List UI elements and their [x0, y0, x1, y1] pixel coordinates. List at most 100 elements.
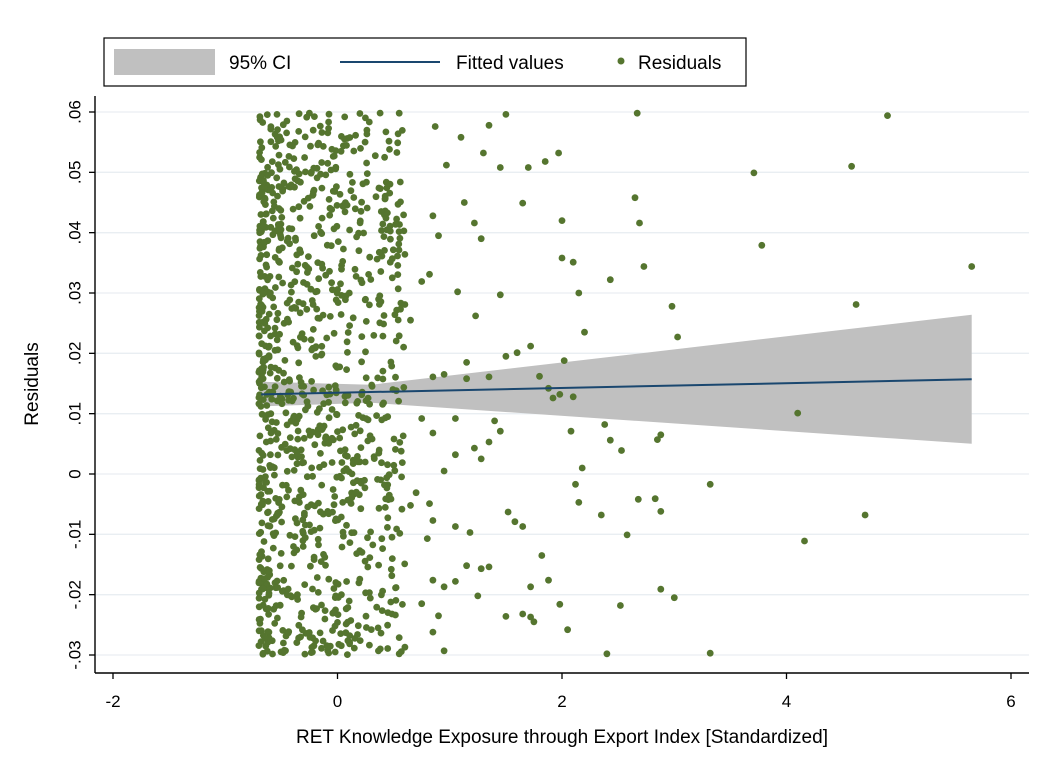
residual-point	[381, 504, 389, 511]
residual-point	[318, 129, 326, 136]
residual-point	[654, 436, 661, 443]
residual-point	[502, 352, 510, 360]
x-tick-label: 4	[782, 692, 791, 711]
residual-point	[273, 577, 281, 585]
residual-point	[272, 529, 280, 537]
residual-point	[289, 205, 297, 213]
residual-point	[384, 645, 392, 652]
residual-point	[388, 572, 396, 580]
residual-point	[350, 147, 358, 155]
residual-point	[362, 295, 369, 303]
residual-point	[396, 178, 404, 186]
residual-point	[358, 548, 366, 556]
residual-point	[443, 161, 450, 169]
residual-point	[384, 461, 391, 469]
residual-point	[318, 481, 326, 489]
residual-point	[386, 189, 394, 197]
residual-point	[383, 484, 391, 492]
residual-point	[369, 541, 377, 549]
residual-point	[429, 576, 437, 584]
residual-point	[527, 342, 534, 350]
residual-point	[321, 553, 329, 561]
residual-point	[315, 223, 322, 230]
residual-point	[389, 246, 397, 254]
residual-point	[363, 159, 370, 167]
residual-point	[471, 444, 478, 452]
residual-point	[259, 650, 267, 658]
residual-point	[294, 260, 302, 268]
residual-point	[273, 316, 281, 324]
residual-point	[351, 265, 359, 273]
residual-point	[289, 338, 297, 346]
residual-point	[341, 399, 349, 407]
residual-point	[340, 532, 347, 540]
residual-point	[384, 621, 391, 629]
residual-point	[367, 528, 374, 536]
residual-point	[358, 333, 366, 340]
residual-point	[309, 472, 316, 480]
residual-point	[496, 164, 504, 171]
residual-point	[572, 480, 579, 488]
residual-point	[297, 178, 304, 186]
residual-point	[379, 587, 386, 595]
residual-point	[271, 471, 278, 479]
residual-point	[342, 451, 349, 459]
residual-point	[560, 357, 568, 364]
residual-point	[275, 273, 283, 281]
residual-point	[346, 322, 353, 329]
residual-point	[299, 527, 307, 535]
residual-point	[330, 436, 337, 444]
residual-point	[388, 255, 396, 263]
residual-point	[264, 509, 271, 517]
residual-point	[341, 446, 349, 453]
residual-point	[362, 114, 369, 122]
residual-point	[280, 646, 288, 654]
residual-point	[360, 229, 367, 237]
residual-point	[558, 217, 566, 225]
residual-point	[362, 415, 370, 422]
residual-point	[299, 626, 306, 634]
residual-point	[275, 137, 282, 145]
residual-point	[333, 410, 340, 418]
residual-point	[555, 149, 562, 157]
residual-point	[477, 235, 485, 243]
residual-point	[388, 533, 396, 541]
residual-point	[575, 289, 583, 297]
residual-point	[257, 384, 265, 392]
residual-point	[318, 342, 326, 350]
residual-point	[267, 363, 275, 371]
residual-point	[502, 111, 510, 118]
residual-point	[260, 238, 268, 246]
residual-point	[357, 276, 365, 284]
residual-point	[477, 565, 485, 573]
residual-point	[394, 130, 402, 138]
residual-point	[463, 359, 470, 366]
residual-point	[325, 440, 333, 447]
residual-point	[293, 268, 300, 276]
residual-point	[350, 644, 358, 652]
residual-point	[291, 175, 299, 183]
residual-point	[381, 153, 388, 161]
residual-point	[296, 246, 304, 254]
residual-point	[270, 303, 278, 311]
residual-point	[336, 363, 344, 371]
residual-point	[401, 251, 409, 258]
residual-point	[337, 311, 345, 318]
residual-point	[269, 544, 277, 552]
residual-point	[256, 255, 263, 263]
residual-point	[564, 626, 571, 634]
residual-point	[634, 495, 642, 503]
residual-point	[337, 630, 345, 637]
residual-point	[504, 508, 512, 516]
residual-point	[377, 268, 385, 275]
residual-point	[399, 432, 407, 440]
residual-point	[394, 285, 402, 293]
residual-point	[346, 170, 354, 178]
residual-point	[325, 414, 333, 422]
residual-point	[337, 147, 345, 155]
residual-point	[631, 194, 639, 202]
y-tick-label: -.02	[65, 580, 84, 609]
residual-point	[603, 650, 611, 658]
residual-point	[278, 214, 286, 221]
residual-point	[397, 305, 404, 313]
